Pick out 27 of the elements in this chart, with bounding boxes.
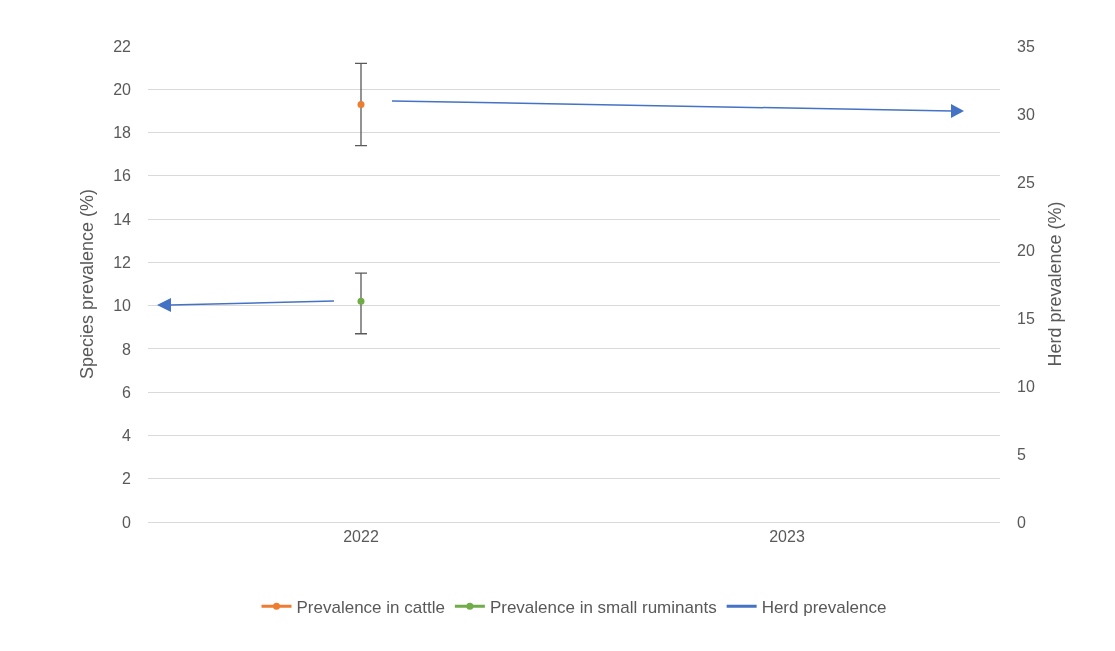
y-tick-label: 12 (113, 253, 132, 271)
y-tick-label: 6 (122, 383, 132, 401)
x-tick-label: 2023 (769, 528, 805, 546)
legend-label: Prevalence in small ruminants (489, 597, 717, 617)
y2-tick-label: 5 (1017, 445, 1026, 463)
y-axis-title: Species prevalence (%) (77, 188, 98, 380)
legend-label: Herd prevalence (761, 597, 887, 617)
y2-tick-label: 10 (1017, 377, 1035, 395)
y-tick-label: 14 (113, 210, 132, 228)
y-tick-label: 16 (113, 167, 132, 185)
y2-tick-label: 30 (1017, 105, 1035, 123)
y-tick-label: 4 (122, 427, 132, 445)
y-tick-label: 18 (113, 124, 132, 142)
x-tick-label: 2022 (343, 528, 379, 546)
y-tick-label: 8 (122, 340, 132, 358)
legend-label: Prevalence in cattle (296, 597, 445, 617)
y2-tick-label: 35 (1017, 37, 1035, 55)
y-tick-label: 2 (122, 470, 132, 488)
y2-axis-title: Herd prevalence (%) (1045, 201, 1065, 367)
y2-tick-label: 0 (1017, 513, 1026, 531)
y2-tick-label: 15 (1017, 309, 1035, 327)
y-tick-label: 20 (113, 80, 132, 98)
y2-tick-label: 20 (1017, 241, 1035, 259)
y-tick-label: 10 (113, 297, 132, 315)
y2-tick-label: 25 (1017, 173, 1035, 191)
y-tick-label: 22 (113, 37, 132, 55)
y-tick-label: 0 (122, 513, 132, 531)
